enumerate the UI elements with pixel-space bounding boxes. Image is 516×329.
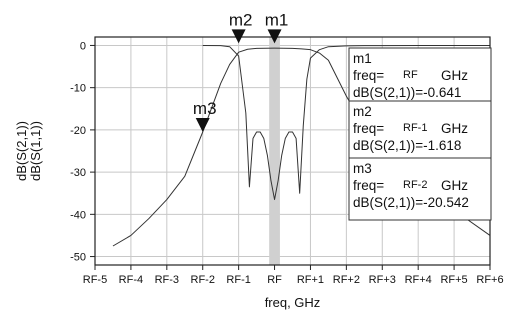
marker-box-m1-freq-unit: GHz: [441, 68, 468, 83]
marker-box-m3-freq-label: freq=: [353, 178, 384, 193]
y-tick-label: -30: [70, 167, 86, 179]
marker-box-m2-freq-unit: GHz: [441, 121, 468, 136]
marker-box-m1-title: m1: [353, 51, 372, 66]
marker-box-m2-freq-value: RF-1: [403, 122, 427, 134]
x-tick-label: RF-1: [226, 274, 250, 286]
series-line-2: [202, 44, 490, 201]
x-tick-label: RF+1: [297, 274, 324, 286]
marker-box-m3-title: m3: [353, 161, 372, 176]
marker-box-m1-value: dB(S(2,1))=-0.641: [353, 85, 461, 100]
marker-box-m2-title: m2: [353, 104, 372, 119]
marker-box-m2: [348, 100, 492, 164]
marker-m3-triangle: [195, 118, 210, 132]
marker-m2-label: m2: [229, 10, 253, 29]
x-tick-label: RF: [267, 274, 282, 286]
y-axis-label-2: dB(S(1,1)): [28, 121, 43, 181]
marker-box-m1-freq-label: freq=: [353, 68, 384, 83]
marker-box-m3: [348, 157, 492, 221]
marker-box-m3-freq-unit: GHz: [441, 178, 468, 193]
x-tick-label: RF+2: [333, 274, 360, 286]
band-layer: [269, 37, 280, 265]
x-tick-label: RF-2: [191, 274, 215, 286]
x-tick-label: RF-5: [83, 274, 107, 286]
marker-layer: m1 m2 m3: [193, 10, 288, 132]
x-axis-label: freq, GHz: [265, 295, 321, 310]
y-tick-label: -40: [70, 209, 86, 221]
x-tick-label: RF-4: [119, 274, 143, 286]
x-tick-label: RF+6: [476, 274, 503, 286]
y-tick-label: -50: [70, 252, 86, 264]
y-tick-label: -10: [70, 83, 86, 95]
marker-box-m3-value: dB(S(2,1))=-20.542: [353, 195, 469, 210]
marker-box-m1: [348, 47, 492, 111]
marker-m1-label: m1: [265, 10, 289, 29]
y-tick-label: -20: [70, 125, 86, 137]
box-layer: m1 freq= RF GHz dB(S(2,1))=-0.641 m2 freq= RF-1…: [348, 47, 492, 221]
marker-box-m2-freq-label: freq=: [353, 121, 384, 136]
marker-box-m2-value: dB(S(2,1))=-1.618: [353, 138, 461, 153]
marker-m1-triangle: [267, 29, 282, 44]
x-tick-label: RF+4: [405, 274, 432, 286]
x-tick-label: RF-3: [155, 274, 179, 286]
passband-highlight: [269, 37, 280, 265]
marker-box-m1-freq-value: RF: [403, 69, 418, 81]
marker-m3-label: m3: [193, 99, 217, 118]
x-tick-label: RF+5: [440, 274, 467, 286]
marker-box-m3-freq-value: RF-2: [403, 179, 427, 191]
x-tick-label: RF+3: [369, 274, 396, 286]
y-tick-label: 0: [80, 40, 86, 52]
axis-layer: RF-5 RF-4 RF-3 RF-2 RF-1 RF RF+1 RF+2 RF+3 RF+4 RF…: [70, 36, 504, 286]
y-axis-label-1: dB(S(2,1)): [14, 121, 29, 181]
marker-m2-triangle: [231, 29, 246, 44]
